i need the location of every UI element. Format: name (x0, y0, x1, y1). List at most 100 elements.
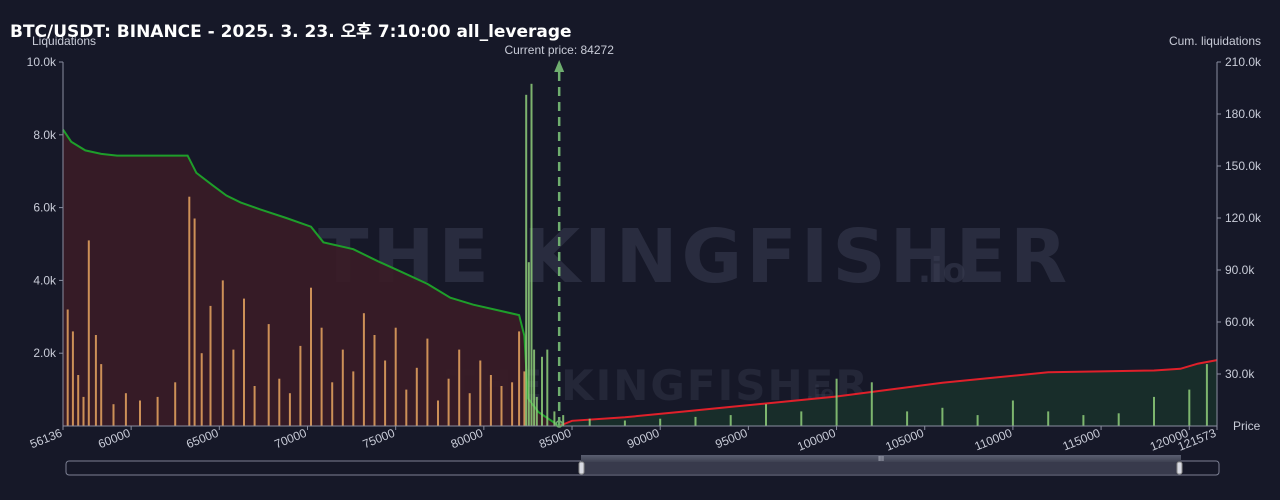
liquidation-bar (518, 331, 521, 426)
liquidation-bar (310, 287, 312, 426)
liquidation-bar (500, 386, 503, 426)
liquidation-bar (1153, 396, 1155, 426)
liquidation-bar (437, 400, 439, 426)
cum_right-line (558, 359, 1218, 427)
x-tick-label: 80000 (449, 426, 485, 452)
y2-tick-label: 30.0k (1225, 367, 1255, 381)
liquidation-bar (533, 349, 536, 426)
liquidation-bar (405, 389, 408, 426)
liquidation-bar (1011, 400, 1014, 426)
liquidation-bar (447, 378, 450, 426)
liquidation-bar (232, 349, 235, 426)
liquidation-bar (156, 396, 159, 426)
liquidation-bar (221, 280, 224, 426)
liquidation-bar (479, 360, 482, 426)
liquidation-bar (489, 375, 492, 426)
current-price-label: Current price: 84272 (504, 43, 614, 57)
chart-title: BTC/USDT: BINANCE - 2025. 3. 23. 오후 7:10… (10, 22, 572, 42)
x-tick-label: 110000 (972, 426, 1014, 454)
liquidation-bar (288, 393, 291, 426)
cum_left-area (63, 129, 560, 426)
liquidation-bar (1188, 389, 1191, 426)
y-tick-label: 6.0k (33, 201, 57, 215)
x-tick-label: 105000 (883, 426, 926, 454)
liquidation-bar (112, 404, 115, 426)
liquidation-bar (124, 393, 127, 426)
liquidation-bar (394, 327, 397, 426)
current-price-marker: Current price: 84272 (504, 43, 614, 428)
liquidation-bars (66, 83, 1208, 427)
x-tick-label: 95000 (713, 426, 749, 452)
x-tick-label: 85000 (537, 426, 573, 452)
y2-axis-label: Cum. liquidations (1169, 34, 1261, 48)
liquidation-bar (100, 364, 103, 426)
x-tick-label: 65000 (184, 426, 220, 452)
navigator-selected-range[interactable] (581, 462, 1181, 474)
liquidation-bar (623, 420, 626, 426)
liquidation-bar (527, 262, 530, 426)
liquidation-bar (200, 353, 203, 426)
liquidation-bar (71, 331, 74, 426)
cum_left-line (62, 129, 560, 427)
liquidation-bar (331, 382, 334, 426)
liquidation-bar (468, 393, 471, 426)
current-price-dot (555, 420, 563, 428)
liquidation-bar (1205, 364, 1208, 426)
liquidation-bar (426, 338, 429, 426)
liquidation-bar (66, 309, 69, 426)
y2-tick-label: 60.0k (1225, 315, 1255, 329)
x-tick-label: 100000 (795, 426, 838, 454)
liquidation-bar (1117, 413, 1120, 426)
y-tick-label: 10.0k (27, 55, 57, 69)
y-tick-label: 8.0k (33, 128, 57, 142)
liquidation-bar (352, 371, 355, 426)
navigator-handle-right[interactable] (1176, 461, 1183, 475)
x-tick-label: 75000 (361, 426, 397, 452)
range-navigator[interactable]: III (65, 455, 1220, 476)
liquidation-bar (659, 418, 662, 426)
liquidation-bar (362, 313, 365, 426)
navigator-handle-left[interactable] (578, 461, 585, 475)
liquidation-bar (541, 356, 543, 426)
y2-tick-label: 210.0k (1225, 55, 1262, 69)
liquidation-bar (458, 349, 461, 426)
y-axis-label: Liquidations (32, 34, 96, 48)
liquidation-bar (384, 360, 387, 426)
liquidation-bar (278, 378, 281, 426)
y2-tick-label: 150.0k (1225, 159, 1262, 173)
liquidation-bar (800, 411, 803, 426)
liquidation-bar (546, 349, 549, 426)
liquidation-bar (906, 411, 909, 426)
x-axis-label: Price (1233, 419, 1261, 433)
liquidation-bar (174, 382, 177, 426)
liquidation-bar (341, 349, 344, 426)
liquidation-bar (415, 367, 418, 426)
x-tick-label: 56136 (28, 426, 64, 452)
y-tick-label: 4.0k (33, 273, 57, 287)
navigator-grip-icon[interactable]: III (878, 456, 884, 463)
liquidation-bar (193, 218, 196, 426)
liquidation-bar (530, 83, 533, 427)
current-price-arrow-icon (554, 60, 565, 72)
watermark-brand-large: THE KINGFISHER (318, 214, 1071, 300)
x-tick-label: 60000 (96, 426, 132, 452)
cumulative-layer (62, 129, 1218, 427)
y2-tick-label: 90.0k (1225, 263, 1255, 277)
liquidation-bar (694, 416, 697, 426)
y2-tick-label: 120.0k (1225, 211, 1262, 225)
liquidation-bar (976, 415, 979, 426)
liquidation-bar (562, 415, 565, 426)
liquidation-bar (267, 324, 270, 426)
liquidation-bar (941, 407, 944, 426)
liquidation-bar (870, 382, 873, 426)
liquidation-bar (299, 345, 302, 426)
liquidation-bar (1047, 411, 1050, 426)
liquidation-bar (139, 400, 141, 426)
liquidation-bar (765, 404, 767, 426)
liquidation-bar (729, 415, 732, 426)
liquidation-bar (511, 382, 514, 426)
liquidation-bar (588, 418, 591, 426)
navigator-scrollbar[interactable] (581, 455, 1181, 462)
